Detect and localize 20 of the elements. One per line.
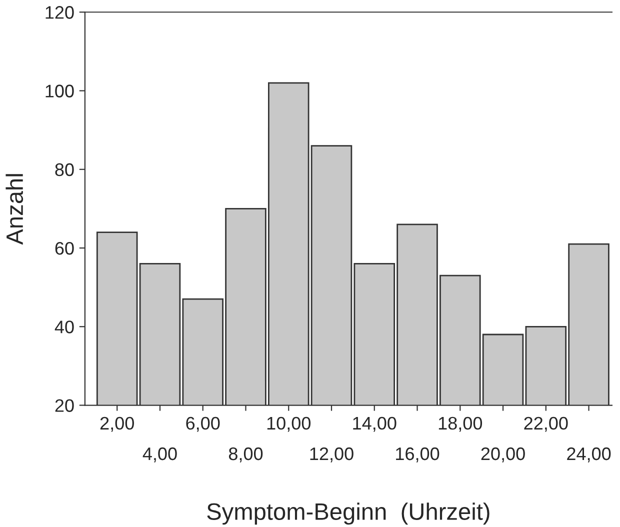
- y-tick-label: 60: [55, 242, 74, 255]
- x-tick-label: 8,00: [228, 447, 263, 462]
- x-tick-label: 24,00: [567, 447, 611, 462]
- y-tick-label: 40: [54, 320, 74, 334]
- x-tick-label: 18,00: [438, 416, 482, 432]
- x-tick-label: 6,00: [186, 416, 220, 432]
- x-axis-title: Symptom-Beginn (Uhrzeit): [207, 502, 490, 525]
- x-tick-label: 4,00: [142, 447, 177, 462]
- y-axis-title: Anzahl: [6, 174, 24, 245]
- x-tick-label: 14,00: [353, 416, 396, 432]
- x-tick-label: 10,00: [267, 416, 311, 432]
- x-tick-label: 12,00: [310, 447, 354, 462]
- x-tick-label: 2,00: [100, 416, 134, 432]
- y-tick-label: 100: [46, 84, 74, 98]
- x-tick-label: 20,00: [481, 447, 525, 462]
- y-tick-label: 120: [46, 6, 74, 19]
- y-tick-label: 20: [55, 399, 74, 412]
- x-tick-label: 22,00: [524, 416, 568, 432]
- x-tick-label: 16,00: [396, 447, 440, 462]
- y-tick-label: 80: [55, 163, 74, 176]
